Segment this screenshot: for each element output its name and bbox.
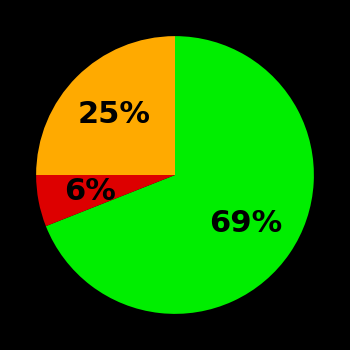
Wedge shape <box>36 36 175 175</box>
Text: 6%: 6% <box>64 177 116 206</box>
Text: 69%: 69% <box>210 209 283 238</box>
Wedge shape <box>36 175 175 226</box>
Wedge shape <box>46 36 314 314</box>
Text: 25%: 25% <box>78 100 150 128</box>
